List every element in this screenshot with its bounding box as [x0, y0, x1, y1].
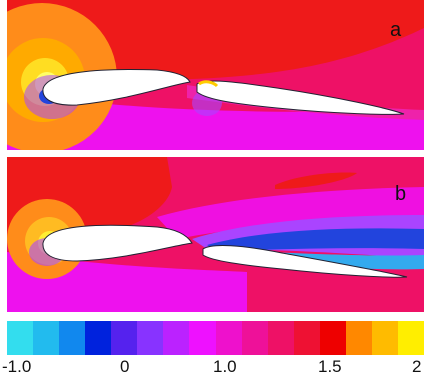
main-airfoil-b — [42, 224, 193, 262]
colorbar-swatch — [345, 321, 372, 355]
colorbar-tick-label: 0 — [120, 357, 130, 376]
colorbar-swatch — [293, 321, 320, 355]
colorbar-swatch — [215, 321, 242, 355]
colorbar-swatch — [241, 321, 268, 355]
panel-label-b: b — [395, 183, 407, 205]
colorbar-tick-label: 2 — [412, 357, 422, 376]
contour-panel-a: a — [7, 0, 424, 150]
colorbar-tick-label: 1.0 — [213, 357, 237, 376]
colorbar-swatch — [111, 321, 138, 355]
pressure-field-a — [7, 0, 424, 150]
colorbar — [7, 321, 424, 355]
colorbar-swatch — [7, 321, 34, 355]
pressure-field-b — [7, 157, 424, 312]
colorbar-swatch — [189, 321, 216, 355]
colorbar-swatch — [137, 321, 164, 355]
upper-magenta-band-b — [157, 187, 424, 239]
colorbar-swatch — [33, 321, 60, 355]
flap-airfoil-b — [202, 245, 408, 278]
colorbar-ticks: -1.0 0 1.0 1.5 2 — [0, 357, 428, 383]
colorbar-swatch — [163, 321, 190, 355]
flap-leading-edge-a — [198, 80, 219, 88]
colorbar-swatch — [397, 321, 424, 355]
colorbar-swatch — [371, 321, 398, 355]
colorbar-swatch — [319, 321, 346, 355]
colorbar-swatch — [85, 321, 112, 355]
colorbar-swatch — [59, 321, 86, 355]
colorbar-tick-label: -1.0 — [2, 357, 32, 376]
colorbar-tick-label: 1.5 — [318, 357, 342, 376]
main-airfoil-a — [42, 69, 191, 106]
high-pressure-patch-b — [275, 172, 357, 189]
separation-core-b — [207, 228, 424, 251]
contour-panel-b: b — [7, 157, 424, 312]
colorbar-swatch — [267, 321, 294, 355]
panel-label-a: a — [390, 19, 402, 41]
flap-airfoil-a — [196, 80, 405, 115]
